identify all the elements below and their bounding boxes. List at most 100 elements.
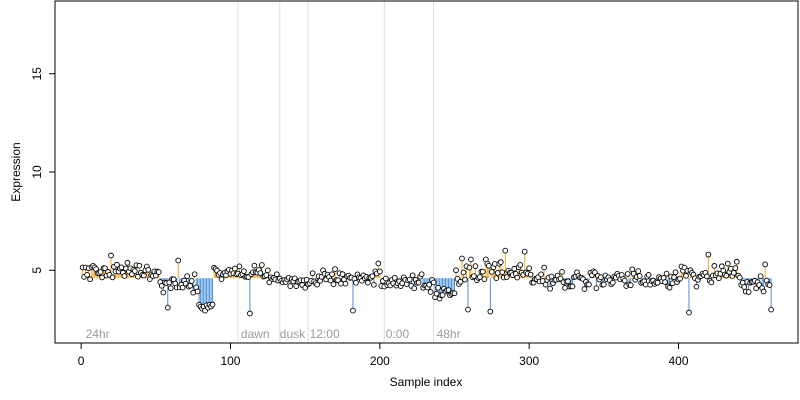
phase-label: dawn (241, 327, 270, 341)
data-point (494, 270, 501, 276)
data-point (559, 269, 565, 275)
data-point (132, 268, 138, 274)
data-point (741, 284, 748, 290)
data-point (329, 271, 335, 278)
data-point (565, 278, 571, 285)
data-point (194, 288, 201, 295)
data-point (460, 269, 467, 276)
data-point (548, 273, 555, 280)
axis-layer: 0 100 200 300 400 5 10 15 (30, 67, 689, 368)
data-point (526, 265, 533, 272)
data-point (569, 283, 576, 290)
data-point (264, 267, 271, 274)
data-point (141, 272, 147, 279)
data-point (188, 278, 195, 284)
data-point (164, 304, 171, 311)
data-point (514, 274, 521, 281)
data-point (87, 276, 93, 283)
data-point (586, 281, 592, 288)
data-point (302, 285, 309, 291)
y-tick-label: 10 (30, 165, 44, 179)
data-point (236, 263, 243, 270)
data-point (179, 284, 186, 291)
data-point (768, 306, 774, 313)
x-axis-title: Sample index (390, 375, 463, 389)
data-point (766, 282, 773, 288)
data-point (327, 277, 334, 284)
x-tick-label: 200 (370, 354, 390, 368)
x-tick-label: 400 (669, 354, 689, 368)
data-point (627, 282, 634, 289)
data-point (600, 281, 607, 288)
data-point (466, 264, 473, 271)
phase-layer: 24hr dawn dusk 12:00 0:00 48hr (86, 1, 461, 343)
data-point (724, 260, 731, 267)
data-point (704, 273, 710, 280)
phase-label: dusk (280, 327, 306, 341)
data-point (693, 283, 700, 290)
data-point (745, 289, 752, 295)
phase-label: 24hr (86, 327, 110, 341)
data-point (487, 308, 494, 315)
data-point (109, 274, 116, 281)
data-point (557, 275, 564, 282)
data-point (760, 288, 767, 295)
data-point (175, 257, 182, 264)
data-point (480, 268, 486, 275)
data-point (365, 279, 371, 286)
data-point (459, 255, 465, 262)
data-point (251, 262, 258, 269)
data-point (635, 268, 642, 274)
data-point (426, 281, 432, 288)
data-point (291, 275, 298, 282)
data-point (762, 261, 768, 268)
data-point (711, 263, 718, 269)
data-point (145, 266, 152, 273)
data-point (542, 281, 549, 288)
data-point (502, 247, 509, 254)
data-point (342, 280, 349, 287)
data-point (339, 271, 346, 277)
data-point (136, 262, 143, 269)
data-point (488, 268, 495, 275)
plot-frame (54, 0, 799, 344)
data-point (503, 274, 510, 280)
phase-label: 48hr (437, 327, 461, 341)
x-tick-label: 100 (220, 354, 240, 368)
data-point (415, 279, 422, 286)
data-point (465, 306, 471, 313)
data-point (187, 282, 194, 289)
data-point (160, 289, 167, 296)
data-point (353, 279, 359, 286)
data-point (439, 292, 446, 298)
data-point (757, 273, 764, 280)
data-point (517, 262, 524, 268)
data-point (723, 272, 730, 279)
data-point (621, 277, 628, 284)
data-point (391, 274, 398, 281)
data-point (257, 270, 264, 276)
data-point (218, 276, 225, 283)
data-point (708, 279, 715, 286)
data-point (232, 265, 238, 272)
data-point (468, 256, 474, 263)
data-point (677, 275, 683, 282)
y-tick-label: 5 (30, 267, 44, 274)
data-point (418, 271, 425, 278)
data-point (241, 268, 247, 275)
x-tick-label: 0 (78, 354, 85, 368)
y-tick-label: 15 (30, 67, 44, 81)
point-layer (79, 247, 774, 317)
data-point (209, 301, 216, 308)
data-point (593, 285, 600, 292)
data-point (190, 289, 196, 296)
data-point (84, 271, 90, 278)
data-point (369, 273, 376, 280)
data-point (435, 284, 441, 291)
data-point (527, 271, 534, 278)
data-point (609, 279, 616, 286)
data-point (406, 276, 413, 283)
data-point (287, 283, 294, 289)
data-point (521, 248, 528, 255)
